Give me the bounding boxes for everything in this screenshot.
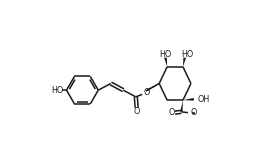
Text: O: O — [169, 108, 175, 117]
Polygon shape — [180, 100, 183, 112]
Text: O: O — [134, 107, 140, 116]
Polygon shape — [183, 57, 186, 67]
Text: HO: HO — [159, 49, 171, 58]
Text: HO: HO — [51, 86, 64, 95]
Text: HO: HO — [181, 49, 193, 58]
Polygon shape — [164, 57, 167, 67]
Text: O: O — [190, 108, 197, 117]
Polygon shape — [183, 98, 194, 101]
Text: OH: OH — [197, 95, 209, 104]
Text: O: O — [144, 88, 150, 97]
